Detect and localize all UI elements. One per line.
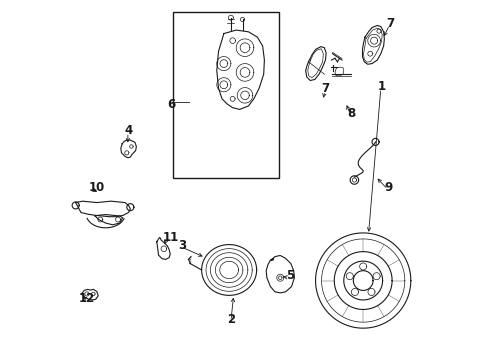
Text: 5: 5 <box>286 270 294 283</box>
Text: 2: 2 <box>227 313 236 326</box>
Text: 3: 3 <box>178 239 186 252</box>
Text: 10: 10 <box>89 181 105 194</box>
Text: 8: 8 <box>347 107 356 120</box>
Text: 12: 12 <box>78 292 95 305</box>
Text: 9: 9 <box>384 181 392 194</box>
Text: 1: 1 <box>377 80 386 93</box>
Text: 7: 7 <box>386 17 394 30</box>
Text: 11: 11 <box>163 231 179 244</box>
Text: 4: 4 <box>124 124 133 137</box>
Text: 7: 7 <box>321 82 330 95</box>
Text: 6: 6 <box>168 98 175 111</box>
Bar <box>172 13 278 178</box>
